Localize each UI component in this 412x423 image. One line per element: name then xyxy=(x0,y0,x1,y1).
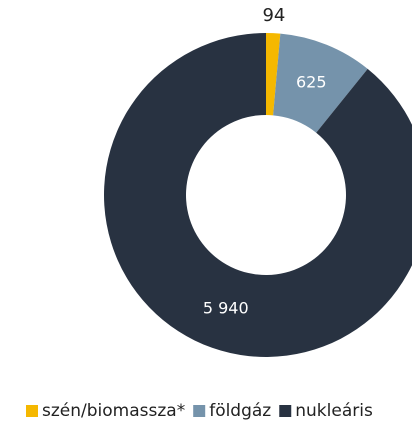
donut-slice xyxy=(273,33,368,133)
legend-label: szén/biomassza* xyxy=(42,401,185,421)
data-label: 94 xyxy=(262,5,285,26)
legend-swatch xyxy=(26,405,38,417)
legend-swatch xyxy=(279,405,292,417)
data-label: 5 940 xyxy=(203,299,249,318)
donut-slice xyxy=(104,33,412,357)
legend-swatch xyxy=(193,405,206,417)
legend-label: nukleáris xyxy=(295,401,373,421)
data-label: 625 xyxy=(296,72,327,91)
donut-slice xyxy=(266,33,281,116)
legend-label: földgáz xyxy=(209,401,271,421)
